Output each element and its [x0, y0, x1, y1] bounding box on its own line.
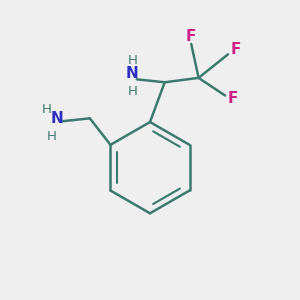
- Text: F: F: [227, 91, 238, 106]
- Text: F: F: [186, 29, 196, 44]
- Text: H: H: [128, 85, 137, 98]
- Text: N: N: [126, 66, 139, 81]
- Text: F: F: [230, 42, 241, 57]
- Text: N: N: [51, 111, 64, 126]
- Text: H: H: [128, 54, 137, 67]
- Text: H: H: [46, 130, 56, 142]
- Text: H: H: [42, 103, 52, 116]
